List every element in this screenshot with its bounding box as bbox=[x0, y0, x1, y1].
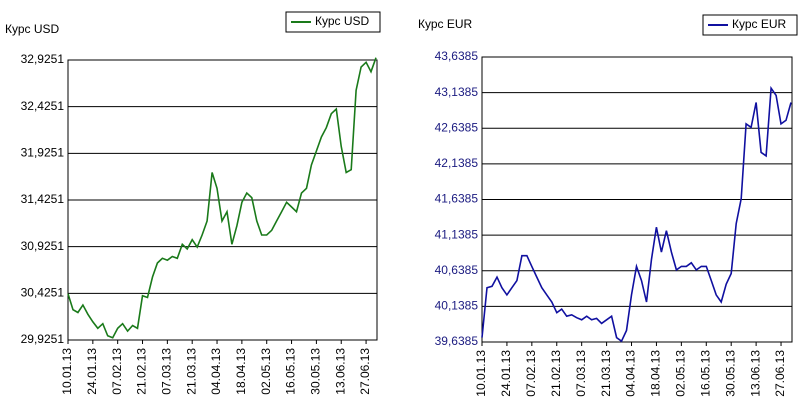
x-tick-label: 21.02.13 bbox=[549, 350, 563, 397]
x-tick-label: 04.04.13 bbox=[209, 348, 223, 395]
x-tick-label: 18.04.13 bbox=[234, 348, 248, 395]
x-tick-label: 30.05.13 bbox=[309, 348, 323, 395]
legend-box bbox=[285, 11, 381, 33]
y-tick-label: 30,4251 bbox=[21, 286, 65, 300]
x-tick-label: 24.01.13 bbox=[499, 350, 513, 397]
x-tick-label: 27.06.13 bbox=[773, 350, 787, 397]
x-tick-label: 10.01.13 bbox=[60, 348, 74, 395]
chart-title: Курс USD bbox=[5, 22, 60, 36]
y-tick-label: 41,1385 bbox=[435, 227, 479, 241]
legend-box bbox=[702, 14, 798, 36]
x-tick-label: 24.01.13 bbox=[85, 348, 99, 395]
y-tick-label: 30,9251 bbox=[21, 239, 65, 253]
chart-title: Курс EUR bbox=[418, 17, 473, 31]
y-tick-label: 40,6385 bbox=[435, 263, 479, 277]
y-tick-label: 43,6385 bbox=[435, 49, 479, 63]
x-tick-label: 07.03.13 bbox=[160, 348, 174, 395]
y-tick-label: 42,6385 bbox=[435, 120, 479, 134]
x-tick-label: 18.04.13 bbox=[649, 350, 663, 397]
x-tick-label: 13.06.13 bbox=[333, 348, 347, 395]
y-tick-label: 42,1385 bbox=[435, 156, 479, 170]
y-tick-label: 32,4251 bbox=[21, 99, 65, 113]
data-line bbox=[67, 57, 377, 339]
x-tick-label: 16.05.13 bbox=[284, 348, 298, 395]
data-line bbox=[481, 85, 792, 343]
x-tick-label: 07.02.13 bbox=[110, 348, 124, 395]
x-tick-label: 04.04.13 bbox=[624, 350, 638, 397]
y-tick-label: 29,9251 bbox=[21, 332, 65, 346]
x-tick-label: 21.03.13 bbox=[184, 348, 198, 395]
x-tick-label: 27.06.13 bbox=[358, 348, 372, 395]
x-tick-label: 21.03.13 bbox=[599, 350, 613, 397]
y-tick-label: 39,6385 bbox=[435, 334, 479, 348]
y-tick-label: 40,1385 bbox=[435, 299, 479, 313]
y-tick-label: 43,1385 bbox=[435, 85, 479, 99]
x-tick-label: 07.02.13 bbox=[524, 350, 538, 397]
y-tick-label: 32,9251 bbox=[21, 52, 65, 66]
x-tick-label: 13.06.13 bbox=[748, 350, 762, 397]
x-tick-label: 21.02.13 bbox=[135, 348, 149, 395]
x-tick-label: 02.05.13 bbox=[674, 350, 688, 397]
x-tick-label: 07.03.13 bbox=[574, 350, 588, 397]
x-tick-label: 02.05.13 bbox=[259, 348, 273, 395]
legend-label: Курс USD bbox=[315, 14, 370, 28]
y-tick-label: 31,9251 bbox=[21, 146, 65, 160]
x-tick-label: 16.05.13 bbox=[698, 350, 712, 397]
legend-label: Курс EUR bbox=[732, 17, 787, 31]
y-tick-label: 41,6385 bbox=[435, 192, 479, 206]
x-tick-label: 10.01.13 bbox=[474, 350, 488, 397]
y-tick-label: 31,4251 bbox=[21, 192, 65, 206]
x-tick-label: 30.05.13 bbox=[723, 350, 737, 397]
